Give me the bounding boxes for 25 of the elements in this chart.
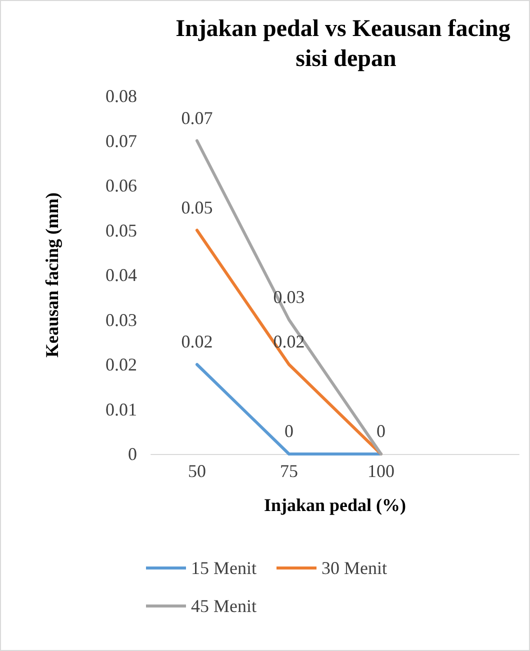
x-tick-label: 100 <box>368 461 394 481</box>
data-label: 0.07 <box>181 108 213 128</box>
data-label: 0.02 <box>181 332 213 352</box>
y-tick-label: 0.07 <box>106 130 137 151</box>
x-tick-label: 50 <box>188 461 206 481</box>
y-tick-label: 0 <box>128 444 137 464</box>
data-label: 0 <box>284 421 294 441</box>
legend-label: 30 Menit <box>321 558 387 578</box>
y-tick-label: 0.02 <box>106 354 137 374</box>
legend-label: 15 Menit <box>191 558 256 578</box>
x-axis-title: Injakan pedal (%) <box>264 495 406 515</box>
legend-label: 45 Menit <box>191 596 256 616</box>
y-tick-label: 0.08 <box>106 86 137 106</box>
y-tick-label: 0.05 <box>106 220 137 240</box>
y-axis-title: Keausan facing (mm) <box>42 192 62 358</box>
chart-title: Injakan pedal vs Keausan facing sisi depan <box>176 16 516 72</box>
y-tick-label: 0.03 <box>106 310 137 330</box>
x-tick-label: 75 <box>280 461 298 481</box>
y-tick-label: 0.06 <box>106 176 137 196</box>
data-label: 0.05 <box>181 197 213 218</box>
data-label: 0.03 <box>273 286 305 307</box>
y-tick-label: 0.04 <box>106 265 137 285</box>
y-tick-label: 0.01 <box>106 399 137 420</box>
data-label: 0 <box>376 421 386 441</box>
data-label: 0.02 <box>273 332 305 352</box>
